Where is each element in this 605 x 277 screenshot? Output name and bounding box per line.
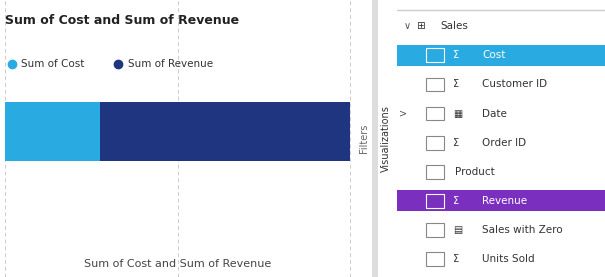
FancyBboxPatch shape [375,0,378,277]
FancyBboxPatch shape [397,45,605,66]
Text: Sum of Cost and Sum of Revenue: Sum of Cost and Sum of Revenue [84,259,271,269]
Text: ∨: ∨ [404,21,410,31]
Text: Order ID: Order ID [482,138,526,148]
Text: Σ: Σ [453,79,459,89]
Text: Date: Date [482,109,507,119]
Text: Σ: Σ [453,138,459,148]
Text: Cost: Cost [482,50,506,60]
Text: >: > [399,109,407,119]
Text: Customer ID: Customer ID [482,79,548,89]
Text: Filters: Filters [359,124,369,153]
Text: Product: Product [455,167,495,177]
Text: Σ: Σ [453,254,459,264]
FancyBboxPatch shape [100,102,350,161]
Text: Σ: Σ [453,50,459,60]
Text: Sum of Revenue: Sum of Revenue [128,59,213,69]
Text: Sales with Zero: Sales with Zero [482,225,563,235]
FancyBboxPatch shape [397,190,605,211]
Text: Σ: Σ [453,196,459,206]
Text: Sales: Sales [440,21,468,31]
Text: Sum of Cost: Sum of Cost [21,59,85,69]
FancyBboxPatch shape [372,0,375,277]
Text: ▦: ▦ [453,109,462,119]
Text: Units Sold: Units Sold [482,254,535,264]
Text: Visualizations: Visualizations [381,105,391,172]
Text: Sum of Cost and Sum of Revenue: Sum of Cost and Sum of Revenue [5,14,240,27]
Text: ▤: ▤ [453,225,462,235]
Text: ⊞: ⊞ [416,21,425,31]
Text: Revenue: Revenue [482,196,528,206]
FancyBboxPatch shape [5,102,100,161]
